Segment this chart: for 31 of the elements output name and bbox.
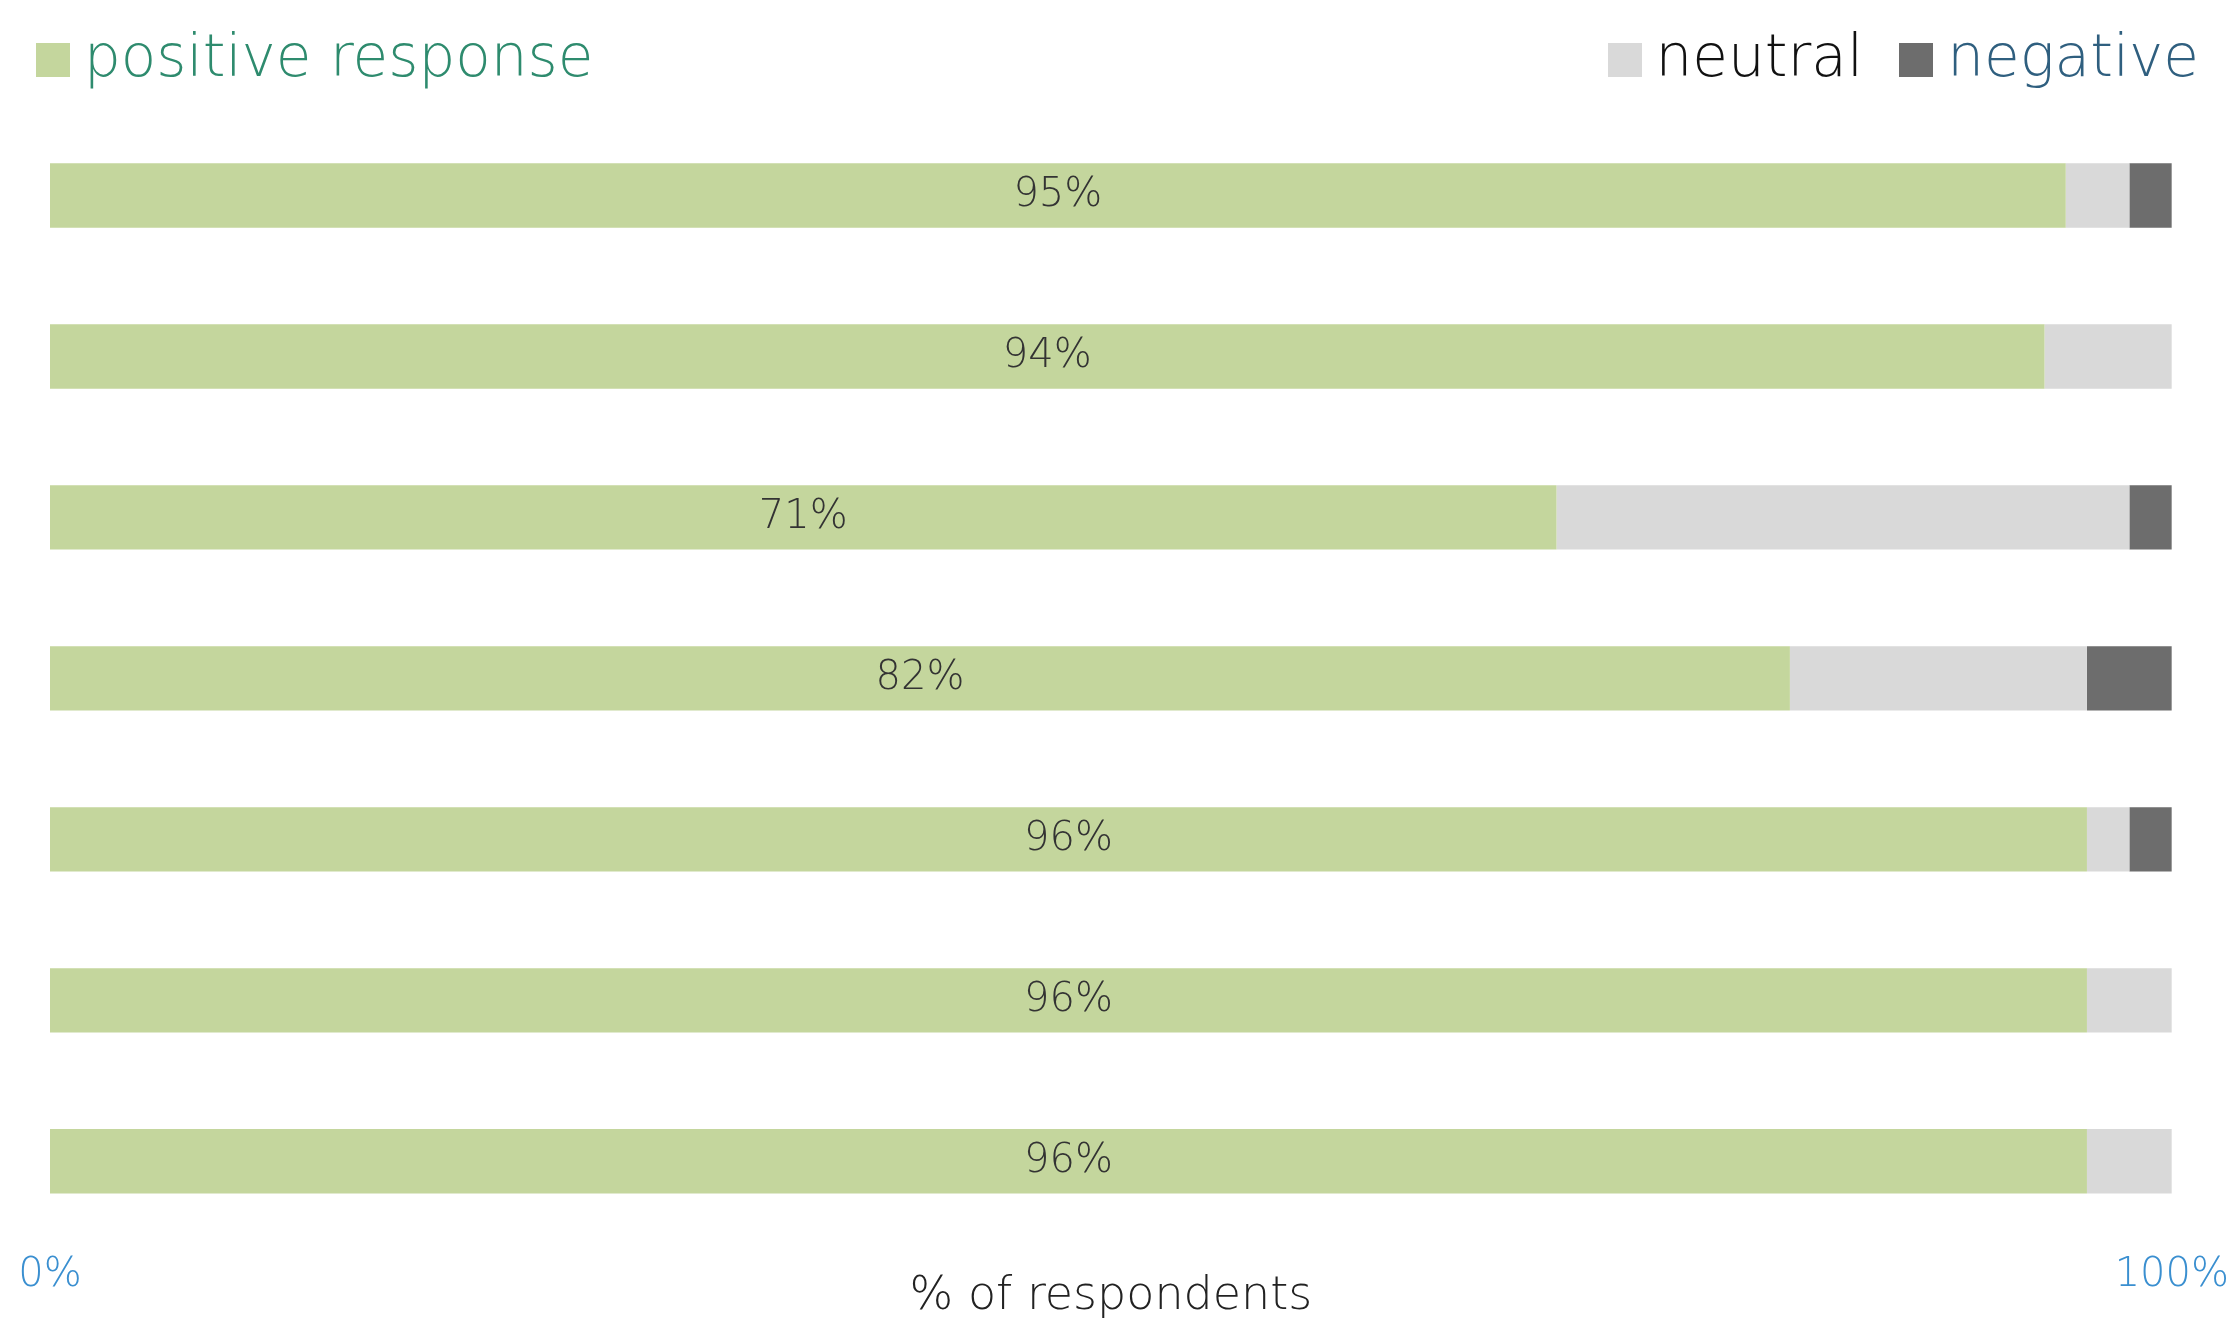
bar bbox=[50, 1129, 2087, 1194]
bar bbox=[50, 968, 2087, 1033]
bar bbox=[50, 324, 2045, 389]
bar bbox=[50, 485, 1557, 550]
bar bbox=[1789, 646, 2087, 711]
bar bbox=[2129, 807, 2172, 872]
x-axis-title: % of respondents bbox=[909, 1266, 1313, 1321]
bar bbox=[2044, 324, 2172, 389]
bar bbox=[50, 807, 2087, 872]
x-tick-label: 0% bbox=[18, 1249, 82, 1296]
bar bbox=[2086, 968, 2172, 1033]
bar bbox=[2129, 485, 2172, 550]
bar bbox=[50, 163, 2066, 228]
legend-label: neutral bbox=[1654, 22, 1863, 90]
x-tick-label: 100% bbox=[2114, 1249, 2229, 1296]
data-label: 94% bbox=[1002, 329, 1092, 376]
data-label: 96% bbox=[1024, 812, 1113, 859]
bar bbox=[2086, 1129, 2172, 1194]
legend-label: positive response bbox=[83, 22, 594, 90]
bar bbox=[50, 646, 1790, 711]
data-label: 82% bbox=[875, 651, 965, 698]
bar bbox=[2086, 807, 2130, 872]
bar bbox=[2086, 646, 2172, 711]
data-label: 96% bbox=[1024, 973, 1113, 1020]
data-label: 71% bbox=[758, 490, 848, 537]
bar bbox=[1556, 485, 2130, 550]
bar bbox=[2129, 163, 2172, 228]
legend-label: negative bbox=[1946, 22, 2199, 90]
data-label: 96% bbox=[1024, 1134, 1113, 1181]
data-label: 95% bbox=[1013, 168, 1103, 215]
bar bbox=[2065, 163, 2130, 228]
